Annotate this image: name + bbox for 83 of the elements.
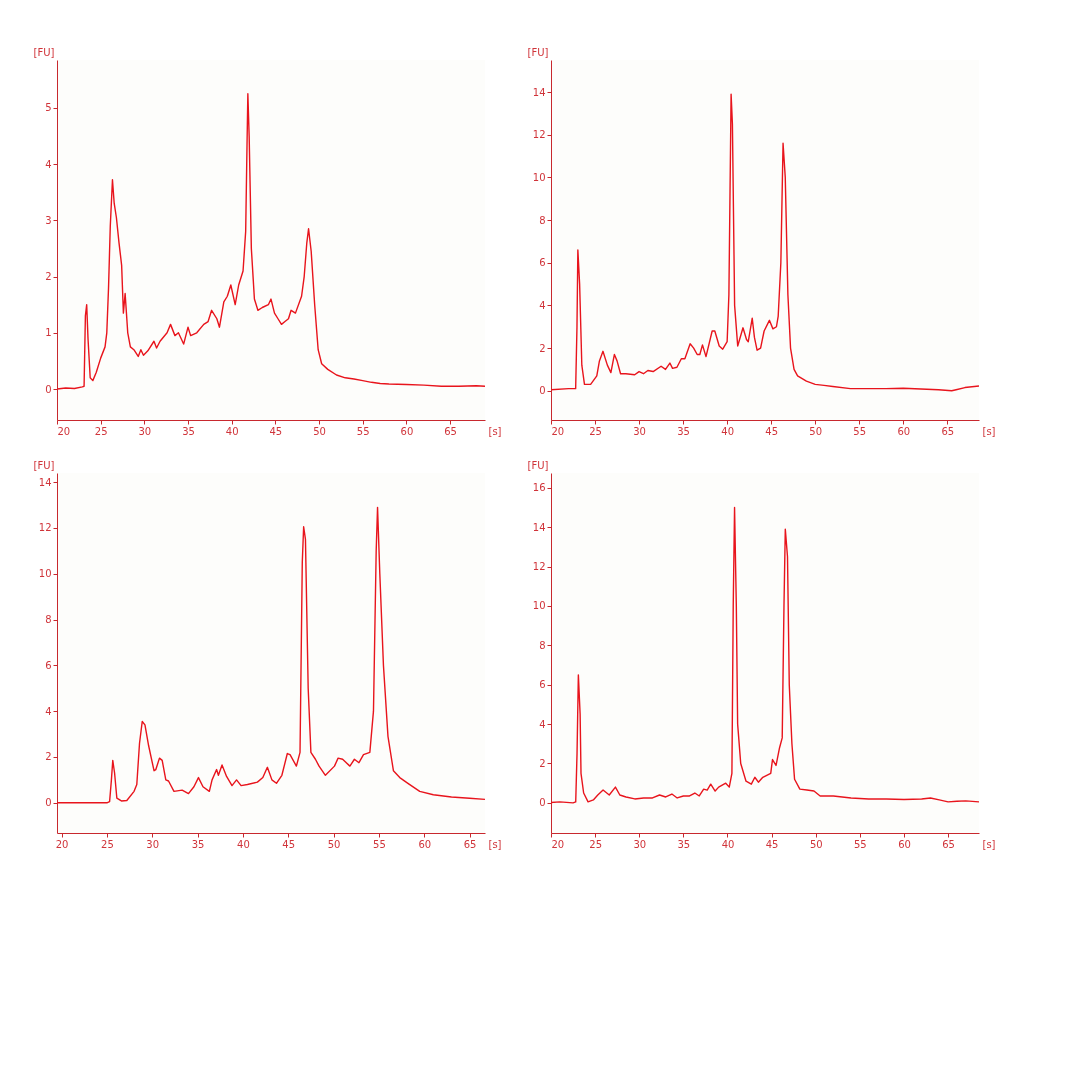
x-tick-label: 30	[633, 425, 646, 437]
y-tick-label: 4	[539, 718, 546, 730]
x-tick-label: 25	[589, 425, 602, 437]
x-tick-label: 45	[765, 425, 779, 437]
x-tick-label: 40	[721, 838, 735, 850]
x-tick-label: 35	[182, 425, 195, 437]
x-tick-label: 40	[225, 425, 239, 437]
x-tick-label: 45	[269, 425, 283, 437]
y-tick-label: 6	[539, 679, 546, 691]
y-tick-label: 10	[532, 171, 546, 183]
x-tick-label: 50	[313, 425, 326, 437]
x-tick-label: 55	[854, 838, 867, 850]
x-tick-label: 50	[809, 425, 823, 437]
x-tick-label: 60	[400, 425, 414, 437]
y-tick-label: 10	[532, 600, 546, 612]
y-tick-label: 2	[539, 757, 546, 769]
line-series	[57, 93, 485, 390]
y-tick-label: 12	[532, 561, 546, 573]
y-tick-label: 4	[45, 705, 52, 717]
y-tick-label: 1	[45, 327, 52, 339]
line-series	[551, 93, 979, 392]
x-tick-label: 55	[356, 425, 370, 437]
y-tick-label: 2	[45, 751, 52, 763]
y-tick-label: 5	[45, 102, 52, 114]
y-tick-label: 16	[532, 482, 546, 494]
y-axis-title: [FU]	[527, 46, 549, 58]
x-tick-label: 25	[589, 838, 602, 850]
y-tick-label: 2	[45, 271, 52, 283]
x-axis-title: [s]	[488, 425, 502, 437]
line-series	[57, 506, 485, 804]
x-tick-label: 65	[463, 838, 477, 850]
x-axis-title: [s]	[982, 838, 996, 850]
y-tick-label: 14	[532, 521, 546, 533]
x-tick-label: 20	[551, 838, 565, 850]
x-tick-label: 55	[853, 425, 867, 437]
line-series	[551, 506, 979, 804]
x-tick-label: 30	[146, 838, 160, 850]
y-tick-label: 6	[539, 257, 546, 269]
x-tick-label: 20	[551, 425, 565, 437]
y-axis-title: [FU]	[33, 459, 55, 471]
y-tick-label: 3	[45, 214, 52, 226]
y-tick-label: 0	[45, 797, 52, 809]
y-tick-label: 14	[38, 476, 52, 488]
x-tick-label: 50	[809, 838, 823, 850]
x-tick-label: 60	[418, 838, 432, 850]
x-tick-label: 45	[282, 838, 296, 850]
y-tick-label: 14	[532, 86, 546, 98]
x-tick-label: 25	[94, 425, 108, 437]
y-tick-label: 0	[45, 383, 52, 395]
x-tick-label: 20	[55, 838, 69, 850]
y-axis-title: [FU]	[33, 46, 55, 58]
x-tick-label: 65	[942, 838, 955, 850]
x-tick-label: 35	[677, 425, 690, 437]
y-tick-label: 4	[539, 299, 546, 311]
x-tick-label: 40	[721, 425, 734, 437]
y-axis-title: [FU]	[527, 459, 549, 471]
y-tick-label: 12	[38, 522, 52, 534]
y-tick-label: 0	[539, 797, 546, 809]
y-tick-label: 8	[539, 214, 546, 226]
x-tick-label: 30	[633, 838, 647, 850]
x-tick-label: 40	[237, 838, 250, 850]
y-tick-label: 6	[45, 659, 52, 671]
y-tick-label: 4	[45, 158, 52, 170]
y-tick-label: 12	[532, 129, 546, 141]
x-axis-title: [s]	[982, 425, 996, 437]
y-tick-label: 10	[38, 568, 52, 580]
y-tick-label: 2	[539, 342, 546, 354]
x-tick-label: 65	[941, 425, 955, 437]
x-tick-label: 60	[897, 425, 911, 437]
x-tick-label: 50	[327, 838, 341, 850]
x-tick-label: 65	[444, 425, 457, 437]
x-tick-label: 25	[101, 838, 114, 850]
x-tick-label: 35	[191, 838, 205, 850]
x-axis-title: [s]	[488, 838, 502, 850]
x-tick-label: 55	[373, 838, 386, 850]
x-tick-label: 60	[898, 838, 911, 850]
x-tick-label: 45	[765, 838, 779, 850]
x-tick-label: 35	[677, 838, 691, 850]
y-tick-label: 8	[539, 639, 546, 651]
y-tick-label: 0	[539, 385, 546, 397]
x-tick-label: 30	[138, 425, 152, 437]
x-tick-label: 20	[57, 425, 71, 437]
y-tick-label: 8	[45, 614, 52, 626]
